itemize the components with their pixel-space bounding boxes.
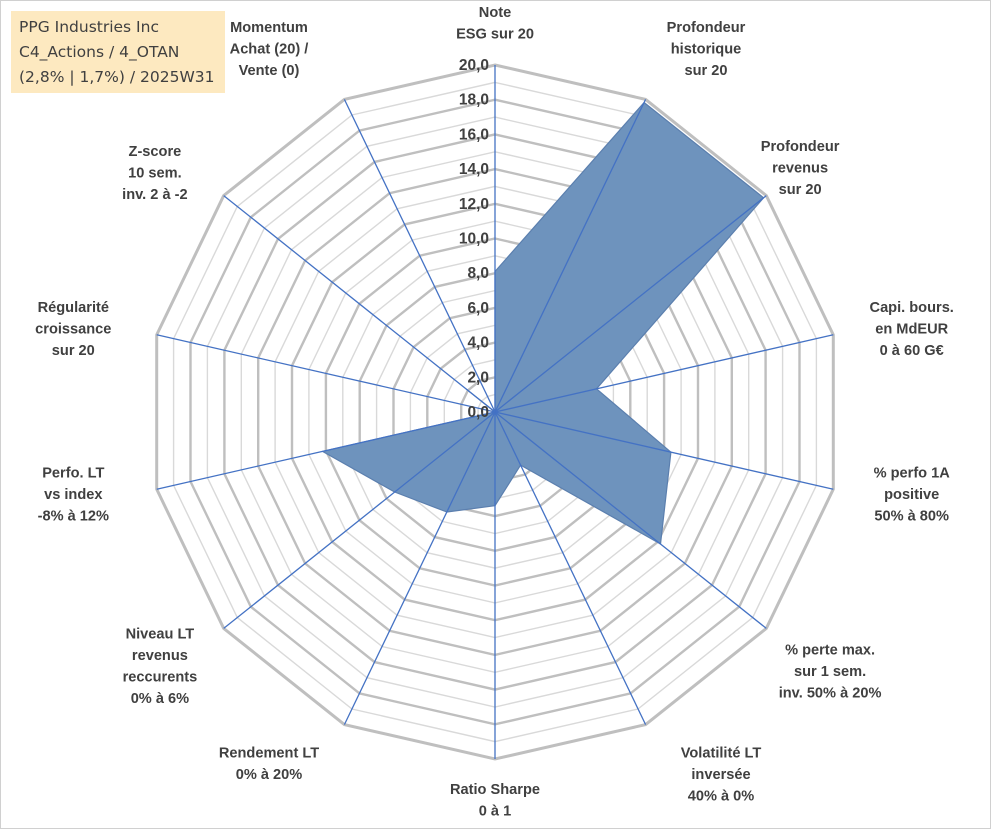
title-box: PPG Industries Inc C4_Actions / 4_OTAN (… xyxy=(11,11,225,93)
axis-label: Profondeur revenus sur 20 xyxy=(761,139,840,198)
axis-label: % perte max. sur 1 sem. inv. 50% à 20% xyxy=(779,642,882,701)
axis-label: Ratio Sharpe 0 à 1 xyxy=(450,782,540,820)
tick-label: 14,0 xyxy=(459,161,489,178)
axis-spoke xyxy=(494,411,647,725)
tick-label: 20,0 xyxy=(459,57,489,74)
axis-spoke xyxy=(494,195,767,413)
tick-label: 6,0 xyxy=(467,300,489,317)
axis-spoke xyxy=(494,411,834,490)
axis-label: Régularité croissance sur 20 xyxy=(35,300,111,359)
title-line-period: (2,8% | 1,7%) / 2025W31 xyxy=(19,68,215,86)
axis-spoke xyxy=(343,99,496,413)
tick-label: 12,0 xyxy=(459,196,489,213)
axis-spoke xyxy=(156,411,496,490)
radar-axis-labels: Note ESG sur 20 Profondeur historique sur 20… xyxy=(35,5,954,820)
axis-spoke xyxy=(223,195,496,413)
axis-label: Profondeur historique sur 20 xyxy=(667,20,746,79)
axis-label: % perfo 1A positive 50% à 80% xyxy=(874,465,951,524)
axis-spoke xyxy=(343,411,496,725)
tick-label: 10,0 xyxy=(459,231,489,248)
axis-spoke xyxy=(156,334,496,413)
tick-label: 8,0 xyxy=(467,265,489,282)
title-line-category: C4_Actions / 4_OTAN xyxy=(19,43,180,61)
axis-spoke xyxy=(494,334,834,413)
tick-label: 4,0 xyxy=(467,335,489,352)
axis-label: Z-score 10 sem. inv. 2 à -2 xyxy=(122,144,187,203)
tick-label: 18,0 xyxy=(459,92,489,109)
tick-label: 2,0 xyxy=(467,369,489,386)
tick-label: 0,0 xyxy=(467,404,489,421)
title-line-company: PPG Industries Inc xyxy=(19,18,159,36)
axis-spoke xyxy=(494,411,767,629)
axis-spoke xyxy=(494,99,647,413)
axis-label: Niveau LT revenus reccurents 0% à 6% xyxy=(123,626,198,707)
axis-label: Note ESG sur 20 xyxy=(456,5,534,43)
axis-label: Momentum Achat (20) / Vente (0) xyxy=(230,20,309,79)
radar-tick-labels: 0,0 2,0 4,0 6,0 8,0 10,0 12,0 14,0 16,0 18,0 20,0 xyxy=(459,57,489,421)
axis-spoke xyxy=(223,411,496,629)
radar-spokes xyxy=(156,65,834,759)
tick-label: 16,0 xyxy=(459,126,489,143)
axis-label: Perfo. LT vs index -8% à 12% xyxy=(38,465,109,524)
axis-label: Volatilité LT inversée 40% à 0% xyxy=(681,745,762,804)
axis-label: Rendement LT 0% à 20% xyxy=(219,745,319,783)
axis-label: Capi. bours. en MdEUR 0 à 60 G€ xyxy=(870,300,954,359)
